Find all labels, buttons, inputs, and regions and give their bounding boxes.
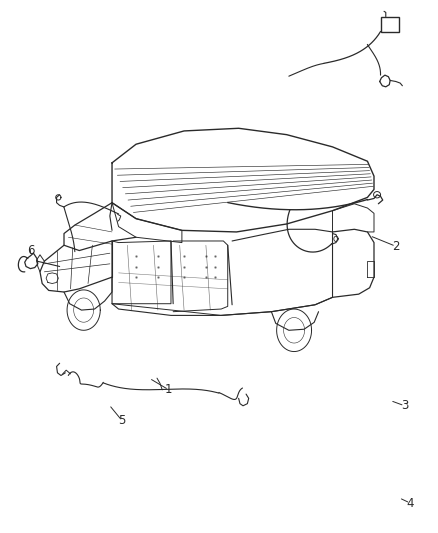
Text: 1: 1 <box>165 383 173 397</box>
Text: 4: 4 <box>406 497 414 510</box>
Text: 2: 2 <box>392 240 399 253</box>
Bar <box>381 17 399 31</box>
Text: 3: 3 <box>401 399 408 413</box>
Text: 5: 5 <box>118 414 126 427</box>
Text: 6: 6 <box>27 244 34 257</box>
